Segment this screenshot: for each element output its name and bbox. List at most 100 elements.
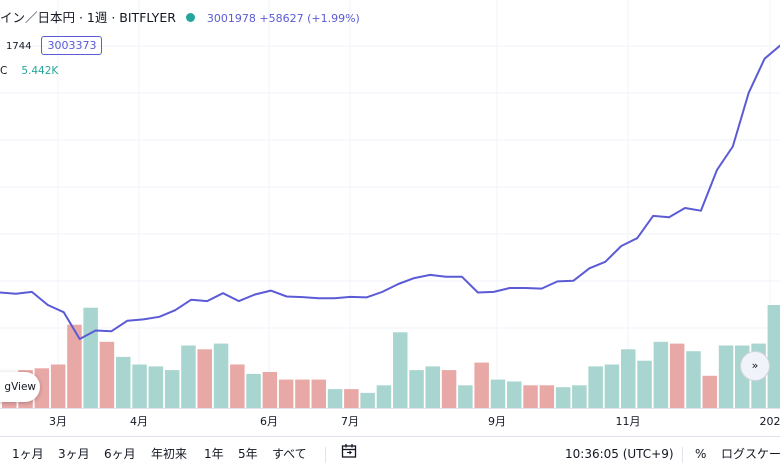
price-point (207, 301, 208, 302)
price-point (111, 331, 112, 332)
price-line (0, 45, 780, 340)
range-3m-button[interactable]: 3ヶ月 (58, 437, 90, 471)
price-point (159, 316, 160, 317)
range-6m-button[interactable]: 6ヶ月 (104, 437, 136, 471)
price-partial-value: 1744 (0, 41, 31, 52)
price-point (238, 301, 239, 302)
price-point (525, 287, 526, 288)
volume-bar (393, 332, 408, 408)
price-point (557, 281, 558, 282)
volume-bar (198, 349, 213, 408)
price-point (684, 207, 685, 208)
volume-bar (295, 380, 310, 408)
price-point (748, 92, 749, 93)
price-point (270, 290, 271, 291)
volume-bar (556, 387, 571, 408)
price-point (653, 215, 654, 216)
volume-bar (51, 365, 66, 409)
price-point (31, 291, 32, 292)
price-point (222, 293, 223, 294)
volume-bar (637, 361, 652, 408)
bottom-toolbar: 1ヶ月 3ヶ月 6ヶ月 年初来 1年 5年 すべて 10:36:05 (UTC+… (0, 436, 780, 471)
volume-value: 5.442K (21, 65, 58, 77)
volume-bar (442, 370, 457, 408)
volume-bar (116, 357, 131, 408)
volume-bar (507, 382, 522, 409)
volume-label: C (0, 65, 7, 77)
volume-bar (328, 389, 343, 408)
range-1m-button[interactable]: 1ヶ月 (12, 437, 44, 471)
volume-bar (523, 385, 538, 408)
volume-bar (540, 385, 555, 408)
log-scale-toggle[interactable]: ログスケー (721, 437, 780, 471)
price-point (127, 320, 128, 321)
range-ytd-button[interactable]: 年初来 (151, 437, 187, 471)
price-point (493, 291, 494, 292)
price-point (621, 245, 622, 246)
volume-bar (230, 365, 245, 409)
price-point (286, 296, 287, 297)
volume-bar (670, 344, 685, 408)
price-point (716, 170, 717, 171)
scroll-to-realtime-button[interactable]: » (740, 351, 770, 381)
price-point (509, 287, 510, 288)
x-tick-label: 6月 (260, 415, 278, 428)
chart-legend-title: イン／日本円 · 1週 · BITFLYER 3001978 +58627 (+1… (0, 8, 360, 28)
volume-bar (703, 376, 718, 408)
volume-bar (458, 385, 473, 408)
x-tick-label: 4月 (130, 415, 148, 428)
price-point (366, 297, 367, 298)
price-point (732, 146, 733, 147)
x-tick-label: 202 (760, 415, 780, 428)
range-1y-button[interactable]: 1年 (204, 437, 224, 471)
volume-bar (377, 385, 392, 408)
price-change-quote: 3001978 +58627 (+1.99%) (207, 12, 360, 25)
volume-bar (360, 393, 375, 408)
price-point (445, 276, 446, 277)
range-all-button[interactable]: すべて (272, 437, 307, 471)
toolbar-divider (325, 447, 326, 463)
symbol-title[interactable]: イン／日本円 · 1週 · BITFLYER (0, 10, 176, 25)
volume-bar (491, 380, 506, 408)
x-tick-label: 7月 (341, 415, 359, 428)
volume-bar (246, 374, 260, 408)
volume-bars (2, 305, 780, 408)
price-point (669, 217, 670, 218)
price-point (461, 276, 462, 277)
price-point (191, 299, 192, 300)
price-point (254, 294, 255, 295)
price-point (605, 261, 606, 262)
price-point (79, 338, 80, 339)
price-point (302, 297, 303, 298)
volume-bar (686, 351, 701, 408)
volume-bar (100, 342, 115, 408)
price-point (143, 319, 144, 320)
volume-bar (165, 370, 180, 408)
price-series-line (0, 45, 780, 339)
percent-scale-toggle[interactable]: % (695, 437, 706, 471)
price-point (175, 310, 176, 311)
volume-bar (588, 366, 603, 408)
timezone-clock[interactable]: 10:36:05 (UTC+9) (565, 437, 674, 471)
volume-bar (621, 349, 636, 408)
x-tick-label: 9月 (488, 415, 506, 428)
price-point (398, 283, 399, 284)
volume-bar (605, 365, 620, 409)
volume-bar (344, 389, 359, 408)
price-point (573, 280, 574, 281)
volume-bar (426, 366, 441, 408)
price-point (764, 58, 765, 59)
price-point (382, 291, 383, 292)
tradingview-logo-badge[interactable]: gView (0, 372, 40, 402)
goto-date-calendar-icon[interactable] (340, 442, 358, 468)
volume-bar (474, 363, 489, 408)
volume-bar (263, 372, 278, 408)
price-point (414, 278, 415, 279)
range-5y-button[interactable]: 5年 (238, 437, 258, 471)
price-point (700, 210, 701, 211)
price-point (318, 298, 319, 299)
volume-bar (181, 346, 196, 409)
